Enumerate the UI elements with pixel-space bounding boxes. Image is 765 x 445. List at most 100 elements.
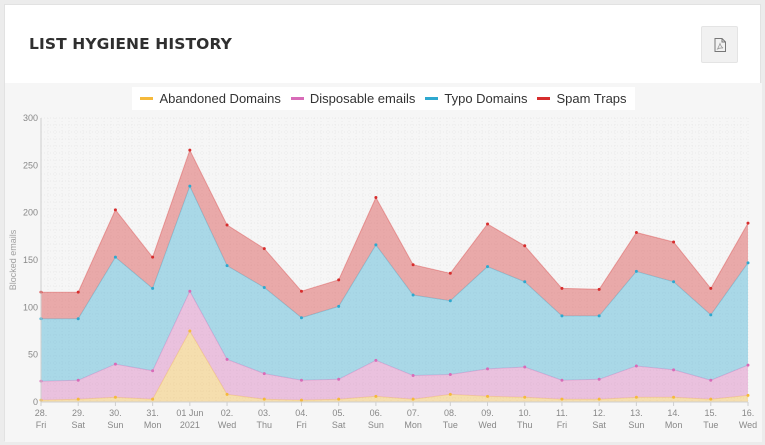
x-tick-label: 16.: [742, 408, 755, 418]
x-tick-label: 31.: [146, 408, 159, 418]
point-typo: [262, 285, 266, 289]
legend-label-typo: Typo Domains: [444, 90, 528, 106]
point-typo: [560, 314, 564, 318]
legend-swatch-spam: [537, 96, 551, 100]
x-tick-sublabel: Wed: [218, 420, 236, 430]
point-typo: [374, 243, 378, 247]
x-tick-label: 08.: [444, 408, 457, 418]
area-abandoned: [41, 331, 748, 402]
point-disposable: [746, 363, 750, 367]
legend-label-spam: Spam Traps: [556, 90, 627, 106]
point-abandoned: [113, 395, 117, 399]
point-spam: [188, 148, 192, 152]
x-tick-label: 15.: [705, 408, 718, 418]
point-abandoned: [411, 397, 415, 401]
x-tick-label: 12.: [593, 408, 606, 418]
point-abandoned: [709, 397, 713, 401]
point-typo: [113, 255, 117, 259]
x-tick-sublabel: Sat: [592, 420, 606, 430]
legend-swatch-disposable: [290, 96, 304, 100]
legend-swatch-abandoned: [140, 96, 154, 100]
x-tick-label: 04.: [295, 408, 308, 418]
x-tick-label: 30.: [109, 408, 122, 418]
line-disposable: [40, 290, 749, 382]
point-abandoned: [560, 397, 564, 401]
x-tick-label: 14.: [667, 408, 680, 418]
point-typo: [151, 286, 155, 290]
point-spam: [299, 289, 303, 293]
point-typo: [299, 316, 303, 320]
x-tick-label: 29.: [72, 408, 85, 418]
point-spam: [560, 286, 564, 290]
x-tick-label: 02.: [221, 408, 234, 418]
point-abandoned: [634, 395, 638, 399]
x-tick-sublabel: Thu: [257, 420, 273, 430]
point-disposable: [225, 357, 229, 361]
point-abandoned: [76, 397, 80, 401]
point-spam: [672, 240, 676, 244]
point-disposable: [672, 368, 676, 372]
y-tick-label: 300: [23, 113, 38, 123]
legend-item-typo[interactable]: Typo Domains: [425, 91, 527, 106]
legend-item-abandoned[interactable]: Abandoned Domains: [140, 90, 281, 106]
point-abandoned: [746, 393, 750, 397]
export-pdf-button[interactable]: [701, 26, 738, 63]
point-disposable: [76, 378, 80, 382]
y-tick-label: 0: [33, 397, 38, 407]
x-tick-sublabel: Mon: [665, 420, 683, 430]
legend-label-disposable: Disposable emails: [309, 90, 416, 106]
point-disposable: [374, 358, 378, 362]
point-typo: [337, 304, 341, 308]
point-spam: [337, 278, 341, 282]
point-abandoned: [374, 394, 378, 398]
x-tick-sublabel: Tue: [703, 420, 718, 430]
point-disposable: [188, 289, 192, 293]
plot-background: [41, 118, 748, 402]
y-tick-label: 250: [23, 160, 38, 170]
legend-label-abandoned: Abandoned Domains: [159, 90, 281, 106]
point-disposable: [151, 369, 155, 373]
y-tick-label: 50: [28, 350, 38, 360]
point-abandoned: [337, 397, 341, 401]
point-spam: [448, 271, 452, 275]
point-spam: [262, 247, 266, 251]
point-disposable: [523, 365, 527, 369]
point-disposable: [337, 377, 341, 381]
point-spam: [374, 196, 378, 200]
legend-box: Abandoned Domains Disposable emails Typo…: [132, 86, 635, 110]
x-tick-sublabel: Wed: [478, 420, 496, 430]
chart-area: 0 50 100 150 200 250 300 Blocked emails 28. Fri 29…: [5, 83, 762, 442]
point-disposable: [709, 378, 713, 382]
x-tick-label: 13.: [630, 408, 643, 418]
point-disposable: [634, 364, 638, 368]
point-abandoned: [486, 394, 490, 398]
x-tick-sublabel: Sun: [107, 420, 123, 430]
x-tick-sublabel: 2021: [180, 420, 200, 430]
point-abandoned: [448, 392, 452, 396]
area-spam: [41, 150, 748, 319]
x-tick-sublabel: Fri: [557, 420, 568, 430]
point-abandoned: [188, 329, 192, 333]
x-tick-label: 01 Jun: [176, 408, 203, 418]
point-spam: [151, 255, 155, 259]
point-disposable: [113, 362, 117, 366]
line-spam: [41, 148, 749, 293]
point-spam: [76, 290, 80, 294]
legend-item-disposable[interactable]: Disposable emails: [290, 90, 416, 106]
y-tick-label: 150: [23, 255, 38, 265]
x-tick-sublabel: Tue: [443, 420, 458, 430]
point-typo: [225, 264, 229, 268]
point-abandoned: [225, 392, 229, 396]
x-tick-label: 10.: [518, 408, 531, 418]
point-typo: [746, 261, 750, 265]
y-axis-label: Blocked emails: [8, 229, 18, 290]
point-spam: [113, 208, 117, 212]
y-tick-label: 100: [23, 302, 38, 312]
x-tick-label: 06.: [370, 408, 383, 418]
card-title: LIST HYGIENE HISTORY: [29, 35, 232, 53]
point-typo: [188, 184, 192, 188]
x-tick-label: 03.: [258, 408, 271, 418]
legend-item-spam[interactable]: Spam Traps: [537, 90, 627, 106]
x-tick-sublabel: Fri: [296, 420, 307, 430]
pdf-file-icon: [714, 37, 726, 52]
